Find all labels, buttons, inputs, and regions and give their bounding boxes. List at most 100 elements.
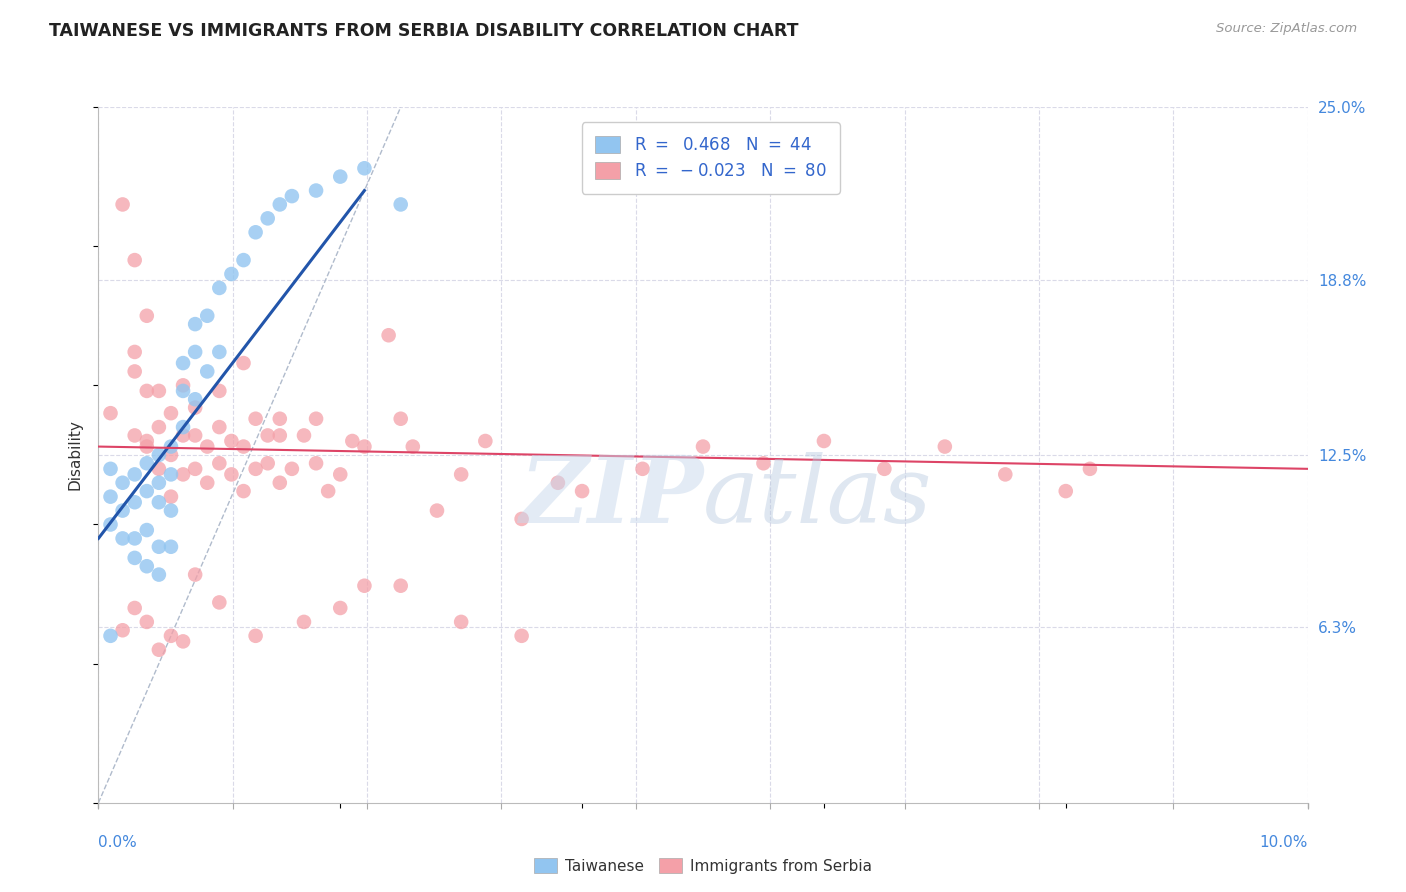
Point	[135, 456, 157, 470]
Point	[269, 197, 291, 211]
Point	[208, 456, 231, 470]
Point	[245, 411, 267, 425]
Legend: Taiwanese, Immigrants from Serbia: Taiwanese, Immigrants from Serbia	[529, 852, 877, 880]
Point	[208, 420, 231, 434]
Point	[195, 309, 218, 323]
Point	[195, 440, 218, 454]
Point	[221, 467, 243, 482]
Point	[450, 467, 472, 482]
Point	[389, 411, 412, 425]
Point	[232, 440, 254, 454]
Point	[342, 434, 364, 448]
Point	[124, 428, 146, 442]
Point	[256, 428, 278, 442]
Point	[124, 467, 146, 482]
Point	[316, 484, 339, 499]
Point	[124, 364, 146, 378]
Point	[221, 434, 243, 448]
Point	[752, 456, 775, 470]
Point	[389, 579, 412, 593]
Point	[1054, 484, 1077, 499]
Point	[510, 512, 533, 526]
Text: ZIP: ZIP	[519, 451, 703, 541]
Point	[184, 317, 207, 331]
Point	[172, 356, 194, 370]
Point	[292, 428, 315, 442]
Point	[305, 456, 328, 470]
Point	[100, 490, 122, 504]
Point	[221, 267, 243, 281]
Point	[100, 406, 122, 420]
Point	[353, 161, 375, 176]
Point	[510, 629, 533, 643]
Text: TAIWANESE VS IMMIGRANTS FROM SERBIA DISABILITY CORRELATION CHART: TAIWANESE VS IMMIGRANTS FROM SERBIA DISA…	[49, 22, 799, 40]
Point	[292, 615, 315, 629]
Point	[631, 462, 654, 476]
Point	[184, 462, 207, 476]
Point	[1078, 462, 1101, 476]
Point	[160, 629, 183, 643]
Point	[692, 440, 714, 454]
Point	[111, 475, 134, 490]
Point	[135, 384, 157, 398]
Point	[208, 384, 231, 398]
Text: Source: ZipAtlas.com: Source: ZipAtlas.com	[1216, 22, 1357, 36]
Point	[256, 456, 278, 470]
Point	[269, 411, 291, 425]
Point	[256, 211, 278, 226]
Point	[184, 392, 207, 407]
Point	[208, 281, 231, 295]
Point	[111, 624, 134, 638]
Point	[208, 595, 231, 609]
Point	[172, 634, 194, 648]
Point	[124, 253, 146, 268]
Point	[813, 434, 835, 448]
Point	[124, 601, 146, 615]
Point	[184, 567, 207, 582]
Point	[195, 364, 218, 378]
Point	[148, 540, 170, 554]
Point	[160, 490, 183, 504]
Point	[184, 401, 207, 415]
Point	[124, 532, 146, 546]
Point	[148, 384, 170, 398]
Point	[934, 440, 956, 454]
Text: atlas: atlas	[703, 451, 932, 541]
Point	[124, 550, 146, 565]
Point	[389, 197, 412, 211]
Point	[111, 503, 134, 517]
Point	[160, 540, 183, 554]
Point	[353, 440, 375, 454]
Point	[160, 503, 183, 517]
Point	[135, 559, 157, 574]
Point	[474, 434, 496, 448]
Point	[172, 378, 194, 392]
Point	[245, 225, 267, 239]
Point	[172, 428, 194, 442]
Point	[135, 484, 157, 499]
Point	[208, 345, 231, 359]
Point	[148, 642, 170, 657]
Point	[148, 495, 170, 509]
Point	[160, 406, 183, 420]
Point	[135, 615, 157, 629]
Point	[450, 615, 472, 629]
Point	[305, 411, 328, 425]
Point	[100, 629, 122, 643]
Point	[124, 495, 146, 509]
Point	[269, 428, 291, 442]
Y-axis label: Disability: Disability	[67, 419, 83, 491]
Text: 10.0%: 10.0%	[1260, 836, 1308, 850]
Point	[172, 420, 194, 434]
Point	[172, 467, 194, 482]
Point	[160, 448, 183, 462]
Point	[184, 345, 207, 359]
Point	[245, 629, 267, 643]
Point	[160, 467, 183, 482]
Legend: $\mathregular{R\ =\ \ 0.468\quad N\ =\ 44}$, $\mathregular{R\ =\ -0.023\quad N\ : $\mathregular{R\ =\ \ 0.468\quad N\ =\ 4…	[582, 122, 839, 194]
Point	[184, 428, 207, 442]
Point	[148, 475, 170, 490]
Point	[377, 328, 399, 343]
Point	[111, 532, 134, 546]
Point	[100, 462, 122, 476]
